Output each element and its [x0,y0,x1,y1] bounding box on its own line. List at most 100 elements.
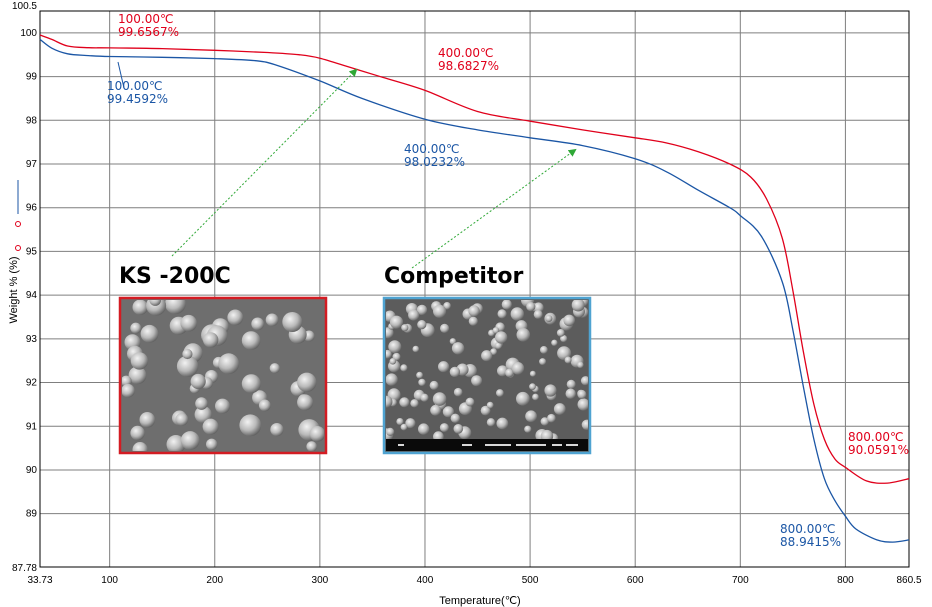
microsphere [206,438,218,450]
x-tick-label: 500 [522,575,539,586]
microsphere [480,405,491,416]
annotation-value: 88.9415% [780,535,841,549]
microsphere [429,380,439,390]
microsphere [566,379,576,389]
microsphere [386,373,398,386]
microsphere [132,442,148,451]
microsphere [408,309,420,321]
microsphere [501,300,512,310]
microsphere [166,435,186,451]
microsphere [140,324,159,343]
microsphere [297,394,314,411]
microsphere [401,324,409,332]
microsphere [505,368,514,378]
microsphere [309,426,324,442]
microsphere [468,305,480,317]
microsphere [258,399,271,412]
microsphere [389,358,397,365]
plot-grid [39,10,910,568]
x-tick-label: 800 [837,575,854,586]
x-tick-labels: 33.73 100 200 300 400 500 600 700 800 860.5 [27,575,921,586]
annotation-temp: 400.00℃ [404,142,459,156]
y-tick-label: 93 [26,334,38,345]
series-line-blue [39,38,910,543]
microsphere [532,393,539,401]
x-tick-label: 33.73 [27,575,52,586]
microsphere [525,410,537,423]
microsphere [453,424,464,434]
x-tick-label: 300 [312,575,329,586]
microsphere [465,397,475,407]
microsphere [227,309,244,326]
microsphere [433,304,447,318]
arrow-competitor [411,148,577,269]
microsphere [565,388,576,399]
microsphere [547,413,556,423]
microsphere [496,389,504,397]
microsphere [239,414,262,437]
microsphere [175,413,189,426]
microsphere [581,419,588,430]
microsphere [453,387,463,397]
microsphere [139,412,156,428]
microsphere [539,358,547,366]
microsphere [386,427,395,436]
microsphere [563,314,575,327]
microsphere [215,398,230,414]
microsphere [130,425,145,441]
microsphere [265,313,279,327]
microsphere [449,338,457,345]
microsphere [389,315,404,329]
plot-frame [39,10,910,568]
microsphere [577,361,584,369]
microsphere [560,335,568,343]
microsphere [241,374,261,394]
microsphere [442,406,454,418]
y-axis-label: Weight % (%) [8,256,20,323]
microsphere [190,373,206,390]
y-tick-label: 95 [26,246,38,257]
x-axis-label: Temperature(℃) [439,595,520,607]
microsphere [130,322,142,334]
microsphere [386,349,392,359]
microsphere [416,371,423,379]
x-tick-label: 100 [101,575,118,586]
microsphere [128,366,147,385]
microsphere [149,300,161,306]
x-tick-label: 600 [627,575,644,586]
microsphere [495,331,508,344]
microsphere [486,418,496,427]
microsphere [540,417,549,426]
microsphere [545,315,553,322]
x-tick-label: 700 [732,575,749,586]
microsphere [432,392,447,406]
microsphere [176,355,199,377]
microsphere [556,329,565,337]
microsphere [399,397,410,408]
microsphere [218,353,240,375]
microsphere [282,312,303,332]
y-tick-label: 100 [20,28,37,39]
microsphere [516,391,530,406]
microsphere [195,397,208,410]
y-tick-label: 89 [26,509,38,520]
microsphere [571,300,585,312]
microsphere [494,342,502,350]
annotation-value: 98.0232% [404,155,465,169]
microsphere [269,363,280,374]
microsphere [496,417,509,430]
sem-image-ks200c [118,296,328,455]
microsphere [497,309,507,319]
legend-marker-red-2 [15,245,21,251]
microsphere [180,431,200,450]
microsphere [416,304,428,316]
microsphere [241,331,261,350]
y-tick-label: 96 [26,203,38,214]
microsphere [386,327,394,339]
microsphere [468,316,478,326]
annotation-value: 98.6827% [438,59,499,73]
microsphere [471,375,483,387]
annotation-value: 99.6567% [118,25,179,39]
microsphere [386,395,393,408]
